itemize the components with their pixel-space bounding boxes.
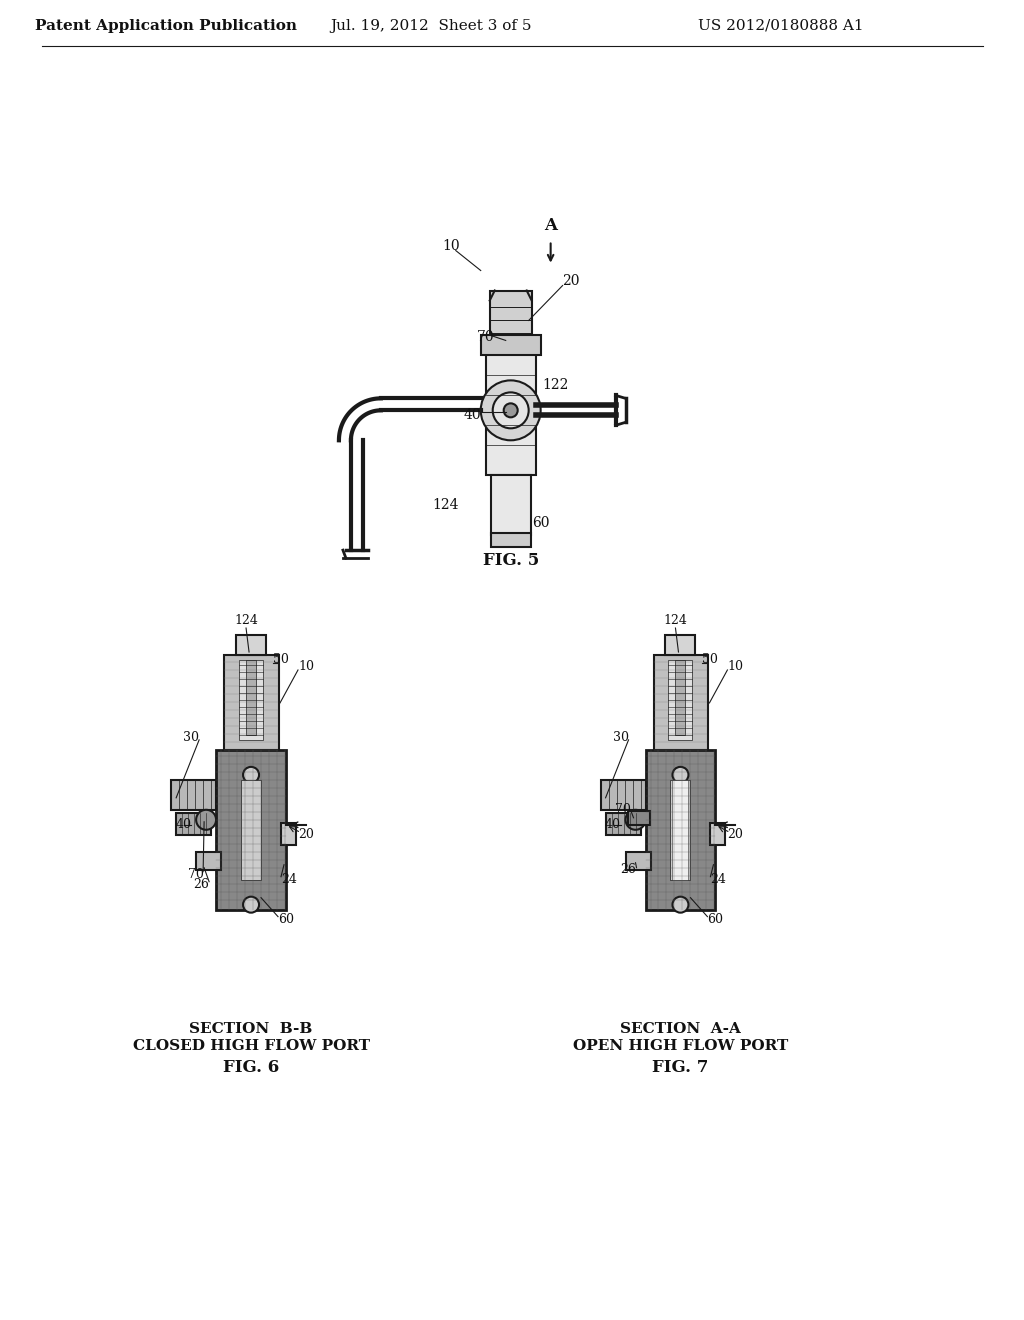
Bar (176, 813, 211, 834)
Text: 124: 124 (664, 614, 687, 627)
Text: 10: 10 (442, 239, 460, 252)
Text: US 2012/0180888 A1: US 2012/0180888 A1 (697, 18, 863, 33)
Bar (171, 780, 216, 809)
Bar (600, 780, 645, 809)
Text: 124: 124 (432, 498, 459, 512)
Text: 10: 10 (727, 660, 743, 673)
Bar (489, 290, 531, 346)
Text: 60: 60 (531, 516, 550, 531)
Text: 50: 50 (273, 653, 289, 667)
Circle shape (480, 380, 541, 441)
Text: 60: 60 (278, 913, 294, 927)
Bar (246, 660, 256, 735)
Bar (673, 780, 688, 879)
Text: 24: 24 (281, 874, 297, 886)
Text: 24: 24 (711, 874, 726, 886)
Circle shape (626, 809, 645, 830)
Bar (480, 335, 541, 355)
Text: 30: 30 (612, 731, 629, 744)
Bar (671, 780, 690, 879)
Text: SECTION  B-B: SECTION B-B (189, 1023, 312, 1036)
Text: 70: 70 (614, 804, 631, 816)
Bar (653, 655, 709, 750)
Circle shape (493, 392, 528, 428)
Bar (485, 346, 536, 475)
Bar (241, 780, 261, 879)
Circle shape (243, 842, 259, 858)
Circle shape (243, 767, 259, 783)
Circle shape (243, 896, 259, 912)
Bar (645, 750, 716, 909)
Circle shape (197, 809, 216, 830)
Text: CLOSED HIGH FLOW PORT: CLOSED HIGH FLOW PORT (132, 1039, 370, 1053)
Text: FIG. 6: FIG. 6 (223, 1059, 280, 1076)
Text: 40: 40 (464, 408, 481, 422)
Text: 70: 70 (188, 869, 204, 882)
Bar (237, 635, 266, 655)
Bar (239, 660, 263, 741)
Text: FIG. 5: FIG. 5 (482, 552, 539, 569)
Bar (216, 750, 286, 909)
Circle shape (673, 842, 688, 858)
Text: 40: 40 (604, 818, 621, 832)
Bar (605, 813, 641, 834)
Bar (628, 810, 649, 825)
Bar (197, 851, 221, 870)
Bar (490, 475, 530, 535)
Text: 40: 40 (175, 818, 191, 832)
Text: 10: 10 (298, 660, 314, 673)
Bar (669, 660, 692, 741)
Text: 122: 122 (543, 379, 568, 392)
Circle shape (504, 404, 518, 417)
Circle shape (673, 767, 688, 783)
Text: 30: 30 (183, 731, 199, 744)
Text: 60: 60 (708, 913, 723, 927)
Bar (490, 533, 530, 548)
Text: 26: 26 (194, 878, 209, 891)
Text: 124: 124 (234, 614, 258, 627)
Text: 20: 20 (562, 273, 580, 288)
Bar (676, 660, 685, 735)
Bar (666, 635, 695, 655)
Bar (224, 655, 279, 750)
Text: A: A (544, 216, 557, 234)
Text: FIG. 7: FIG. 7 (652, 1059, 709, 1076)
Text: OPEN HIGH FLOW PORT: OPEN HIGH FLOW PORT (572, 1039, 788, 1053)
Bar (711, 822, 725, 845)
Text: SECTION  A-A: SECTION A-A (620, 1023, 741, 1036)
Bar (626, 851, 650, 870)
Circle shape (673, 896, 688, 912)
Text: 50: 50 (702, 653, 719, 667)
Text: 26: 26 (621, 863, 637, 876)
Text: Patent Application Publication: Patent Application Publication (35, 18, 297, 33)
Text: Jul. 19, 2012  Sheet 3 of 5: Jul. 19, 2012 Sheet 3 of 5 (330, 18, 531, 33)
Text: 70: 70 (477, 330, 495, 345)
Bar (281, 822, 296, 845)
Text: 20: 20 (298, 828, 314, 841)
Text: 20: 20 (727, 828, 743, 841)
